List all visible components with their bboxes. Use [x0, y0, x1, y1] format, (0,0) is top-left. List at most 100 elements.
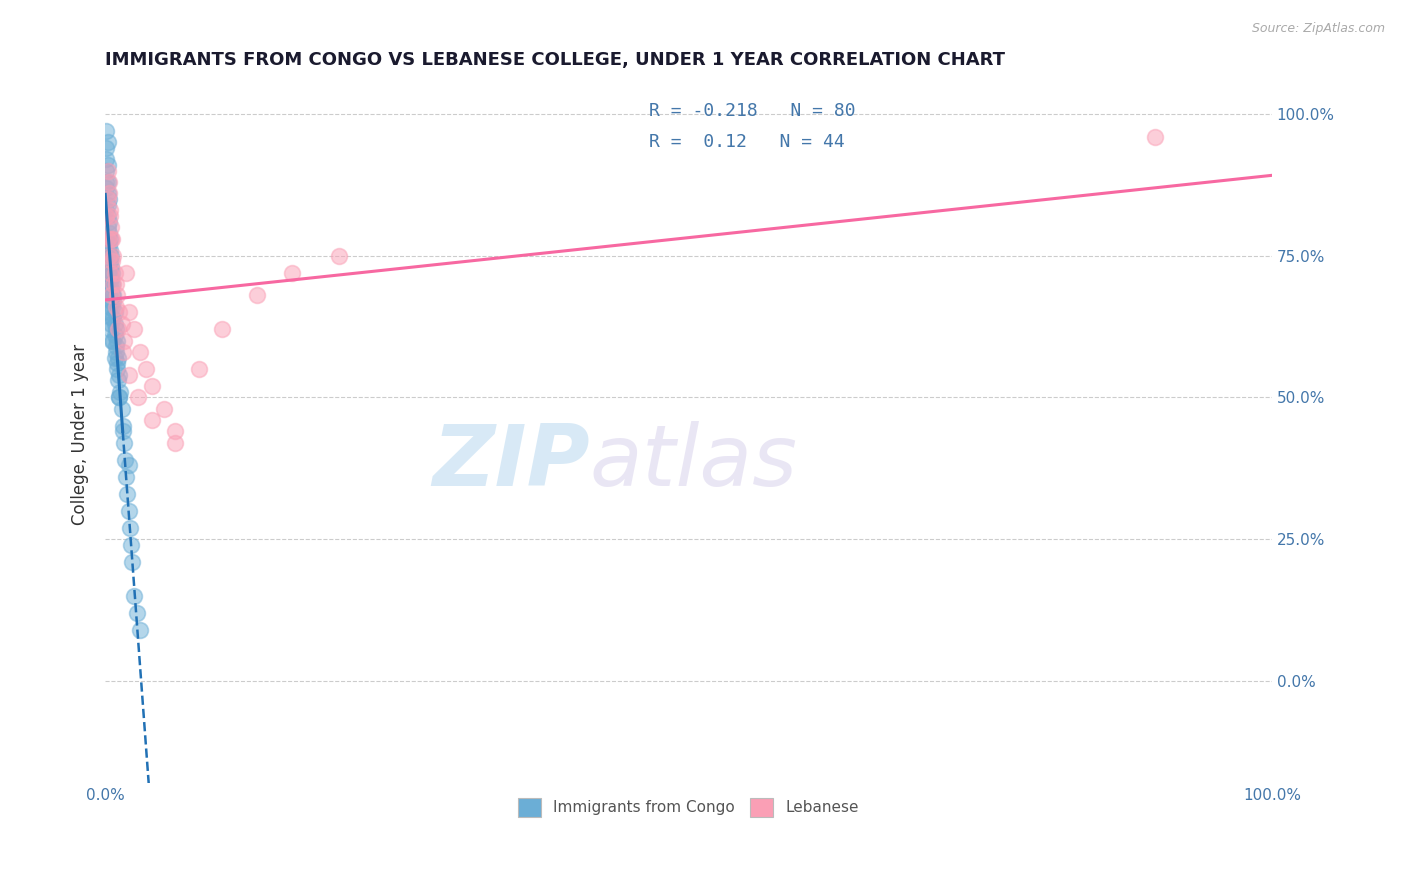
Point — [104, 322, 127, 336]
Point — [129, 623, 152, 637]
Point — [115, 470, 138, 484]
Point — [101, 311, 124, 326]
Point — [97, 237, 120, 252]
Point — [98, 232, 121, 246]
Point — [103, 277, 125, 291]
Point — [97, 226, 120, 240]
Point — [103, 311, 125, 326]
Point — [96, 220, 118, 235]
Point — [103, 305, 125, 319]
Point — [125, 606, 148, 620]
Point — [117, 458, 139, 473]
Legend: Immigrants from Congo, Lebanese: Immigrants from Congo, Lebanese — [510, 790, 866, 824]
Point — [96, 197, 118, 211]
Point — [96, 232, 118, 246]
Point — [114, 452, 136, 467]
Point — [152, 401, 174, 416]
Point — [103, 249, 125, 263]
Point — [98, 254, 121, 268]
Point — [100, 249, 122, 263]
Point — [100, 288, 122, 302]
Point — [104, 277, 127, 291]
Text: R = -0.218   N = 80: R = -0.218 N = 80 — [650, 103, 855, 120]
Point — [97, 249, 120, 263]
Point — [96, 232, 118, 246]
Point — [103, 288, 125, 302]
Point — [98, 277, 121, 291]
Point — [100, 220, 122, 235]
Point — [104, 339, 127, 353]
Point — [97, 283, 120, 297]
Point — [103, 328, 125, 343]
Point — [96, 158, 118, 172]
Point — [108, 305, 131, 319]
Point — [98, 203, 121, 218]
Point — [101, 334, 124, 348]
Point — [103, 293, 125, 308]
Point — [96, 135, 118, 149]
Point — [96, 175, 118, 189]
Point — [165, 435, 187, 450]
Point — [108, 368, 131, 382]
Point — [135, 362, 157, 376]
Point — [127, 391, 149, 405]
Point — [110, 401, 132, 416]
Point — [101, 254, 124, 268]
Point — [96, 186, 118, 201]
Point — [103, 266, 125, 280]
Point — [107, 322, 129, 336]
Point — [110, 384, 132, 399]
Point — [97, 305, 120, 319]
Point — [100, 271, 122, 285]
Point — [117, 305, 139, 319]
Text: atlas: atlas — [589, 421, 797, 504]
Point — [100, 293, 122, 308]
Point — [96, 163, 118, 178]
Point — [141, 413, 163, 427]
Point — [117, 487, 139, 501]
Point — [96, 209, 118, 223]
Text: R =  0.12   N = 44: R = 0.12 N = 44 — [650, 133, 845, 151]
Point — [96, 180, 118, 194]
Point — [187, 362, 209, 376]
Y-axis label: College, Under 1 year: College, Under 1 year — [72, 343, 89, 524]
Point — [118, 521, 141, 535]
Point — [129, 345, 152, 359]
Point — [104, 300, 127, 314]
Point — [101, 232, 124, 246]
Point — [97, 175, 120, 189]
Point — [105, 334, 128, 348]
Point — [98, 322, 121, 336]
Point — [98, 209, 121, 223]
Point — [100, 317, 122, 331]
Point — [211, 322, 233, 336]
Point — [98, 243, 121, 257]
Point — [111, 345, 134, 359]
Point — [96, 141, 118, 155]
Point — [104, 345, 127, 359]
Point — [112, 435, 135, 450]
Point — [96, 175, 118, 189]
Text: ZIP: ZIP — [432, 421, 589, 504]
Point — [120, 538, 142, 552]
Text: Source: ZipAtlas.com: Source: ZipAtlas.com — [1251, 22, 1385, 36]
Point — [107, 351, 129, 365]
Point — [108, 391, 131, 405]
Point — [328, 249, 350, 263]
Point — [96, 192, 118, 206]
Point — [115, 266, 138, 280]
Point — [246, 288, 269, 302]
Point — [105, 288, 128, 302]
Point — [96, 209, 118, 223]
Point — [110, 317, 132, 331]
Point — [96, 266, 118, 280]
Point — [105, 362, 128, 376]
Point — [96, 124, 118, 138]
Point — [96, 153, 118, 167]
Point — [101, 266, 124, 280]
Point — [96, 163, 118, 178]
Point — [101, 277, 124, 291]
Point — [107, 373, 129, 387]
Point — [105, 356, 128, 370]
Point — [96, 203, 118, 218]
